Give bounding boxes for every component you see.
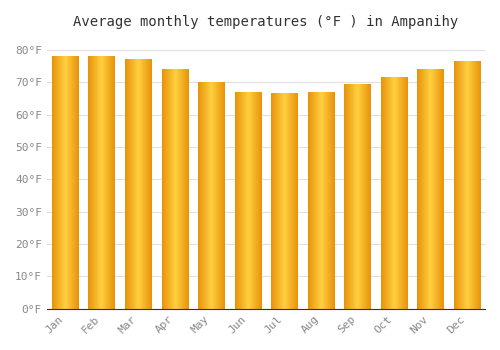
Title: Average monthly temperatures (°F ) in Ampanihy: Average monthly temperatures (°F ) in Am…: [74, 15, 458, 29]
